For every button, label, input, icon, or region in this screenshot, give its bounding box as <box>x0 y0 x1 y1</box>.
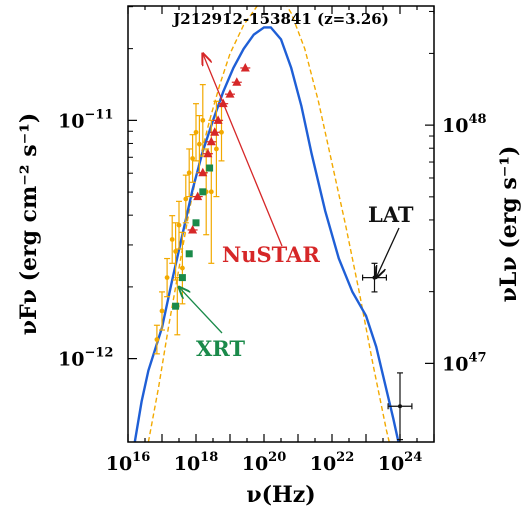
x-axis-label: ν(Hz) <box>246 482 315 508</box>
data-point <box>169 215 176 264</box>
data-point <box>209 127 220 136</box>
data-point <box>193 103 199 162</box>
data-point <box>187 224 198 234</box>
data-point <box>197 167 208 177</box>
chart-title: J212912-153841 (z=3.26) <box>171 10 389 28</box>
data-point <box>240 62 251 72</box>
y-tick-label-right: 1047 <box>442 350 487 375</box>
data-point <box>192 219 200 227</box>
x-tick-label: 1022 <box>310 450 355 475</box>
data-point <box>164 257 171 298</box>
data-point <box>199 188 207 196</box>
data-point <box>159 291 165 331</box>
data-point <box>196 114 203 174</box>
annotation-xrt: XRT <box>179 287 245 361</box>
y-axis-label-right: νLν (erg s⁻¹) <box>496 146 522 303</box>
data-point <box>189 134 196 183</box>
y-axis-label-left: νFν (erg cm⁻² s⁻¹) <box>16 113 42 335</box>
model-curve-solid <box>133 26 400 442</box>
annotation-nustar: NuSTAR <box>203 54 320 267</box>
data-point <box>176 200 182 250</box>
data-point <box>213 115 224 124</box>
annotation-label: XRT <box>196 336 245 361</box>
data-point <box>153 324 160 355</box>
model-curve-dashed <box>147 6 390 442</box>
data-point <box>182 174 189 224</box>
annotation-label: NuSTAR <box>222 242 320 267</box>
data-point <box>172 222 179 281</box>
data-point <box>172 302 180 310</box>
data-point <box>206 164 214 172</box>
x-tick-label: 1016 <box>106 450 151 475</box>
data-point <box>387 372 413 441</box>
y-tick-label-left: 10−11 <box>58 107 113 132</box>
y-tick-label-right: 1048 <box>442 112 487 137</box>
data-point <box>231 77 242 86</box>
data-point <box>185 250 193 258</box>
data-point <box>178 274 186 282</box>
x-tick-label: 1018 <box>174 450 219 475</box>
annotation-lat: LAT <box>368 202 414 278</box>
data-point <box>362 262 387 293</box>
data-point <box>192 191 203 201</box>
x-tick-label: 1024 <box>378 450 423 475</box>
data-point <box>206 136 217 146</box>
data-point <box>225 89 235 98</box>
x-tick-label: 1020 <box>242 450 287 475</box>
annotation-label: LAT <box>368 202 414 227</box>
y-tick-label-left: 10−12 <box>58 346 113 371</box>
data-point <box>202 148 213 158</box>
data-point <box>213 100 220 198</box>
data-point <box>186 148 193 198</box>
